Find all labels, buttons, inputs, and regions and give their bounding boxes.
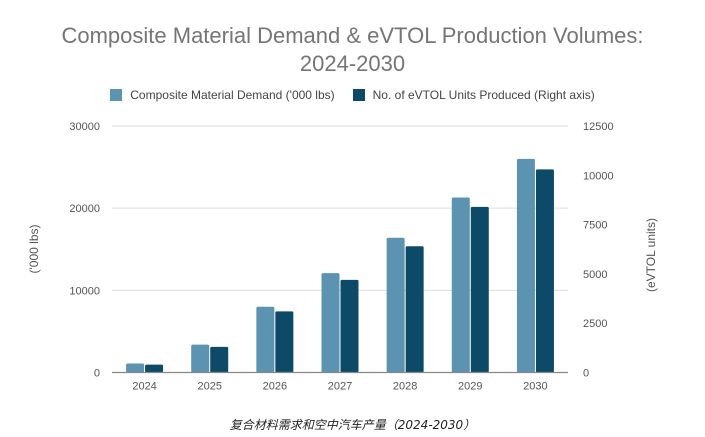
legend: Composite Material Demand ('000 lbs) No.… xyxy=(0,88,705,102)
x-tick-label: 2027 xyxy=(328,381,352,393)
x-tick-label: 2024 xyxy=(132,381,156,393)
bar-composite-2027[interactable] xyxy=(321,273,340,373)
y2-tick-label: 7500 xyxy=(583,220,607,232)
bar-composite-2025[interactable] xyxy=(191,344,210,373)
chart-title-line-1: Composite Material Demand & eVTOL Produc… xyxy=(61,23,644,48)
y-tick-label: 10000 xyxy=(69,285,100,297)
y-tick-label: 0 xyxy=(94,368,100,380)
bar-composite-2028[interactable] xyxy=(386,237,405,373)
bar-evtol-2027[interactable] xyxy=(340,279,359,373)
bar-evtol-2028[interactable] xyxy=(405,246,424,373)
y-axis-title: ('000 lbs) xyxy=(27,225,41,274)
y2-tick-label: 12500 xyxy=(583,121,614,133)
y-tick-label: 20000 xyxy=(69,203,100,215)
x-tick-label: 2026 xyxy=(263,381,287,393)
legend-swatch-evtol xyxy=(352,89,365,101)
x-tick-label: 2028 xyxy=(393,381,417,393)
legend-item-composite[interactable]: Composite Material Demand ('000 lbs) xyxy=(110,88,335,102)
bar-composite-2026[interactable] xyxy=(256,306,275,373)
bar-evtol-2025[interactable] xyxy=(210,346,229,373)
bar-composite-2029[interactable] xyxy=(451,197,470,373)
chart-title: Composite Material Demand & eVTOL Produc… xyxy=(0,22,705,78)
y2-tick-label: 2500 xyxy=(583,318,607,330)
x-tick-label: 2025 xyxy=(197,381,221,393)
bar-composite-2030[interactable] xyxy=(516,158,535,373)
legend-label-evtol: No. of eVTOL Units Produced (Right axis) xyxy=(372,88,595,102)
x-tick-label: 2030 xyxy=(523,381,547,393)
figure-caption: 复合材料需求和空中汽车产量（2024-2030） xyxy=(229,418,476,432)
legend-swatch-composite xyxy=(110,89,123,101)
x-tick-label: 2029 xyxy=(458,381,482,393)
y2-tick-label: 10000 xyxy=(583,170,614,182)
bar-evtol-2029[interactable] xyxy=(470,206,489,373)
y-tick-label: 30000 xyxy=(69,121,100,133)
y2-axis-title: (eVTOL units) xyxy=(644,218,658,292)
bar-evtol-2030[interactable] xyxy=(535,169,554,373)
bar-evtol-2026[interactable] xyxy=(275,311,294,373)
chart-title-line-2: 2024-2030 xyxy=(299,51,406,76)
legend-item-evtol[interactable]: No. of eVTOL Units Produced (Right axis) xyxy=(352,88,595,102)
bar-evtol-2024[interactable] xyxy=(145,364,164,373)
y2-tick-label: 0 xyxy=(583,368,589,380)
bar-composite-2024[interactable] xyxy=(126,363,145,373)
y2-tick-label: 5000 xyxy=(583,269,607,281)
legend-label-composite: Composite Material Demand ('000 lbs) xyxy=(130,88,335,102)
